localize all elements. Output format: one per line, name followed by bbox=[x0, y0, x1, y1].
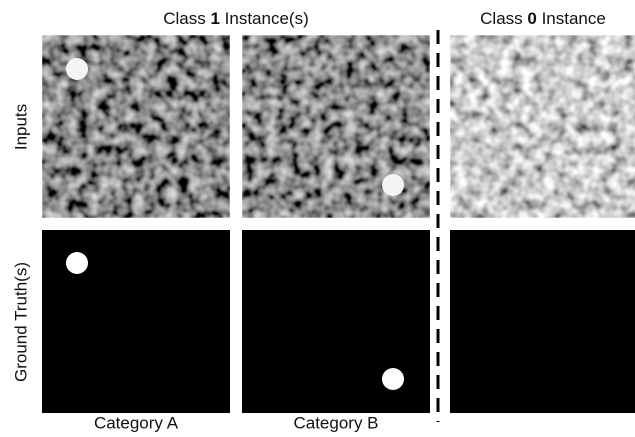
input-spot bbox=[382, 174, 404, 196]
header-text: Instance(s) bbox=[220, 9, 309, 28]
row-label: Ground Truth(s) bbox=[11, 262, 30, 382]
column-label: Category B bbox=[293, 413, 378, 432]
row-label: Inputs bbox=[11, 104, 30, 150]
header-right: Class 0 Instance bbox=[480, 9, 606, 28]
ground-truth-spot bbox=[382, 368, 404, 390]
header-text: Instance bbox=[537, 9, 606, 28]
ground-truth-image bbox=[450, 230, 635, 413]
input-spot bbox=[66, 58, 88, 80]
header-text: Class bbox=[163, 9, 210, 28]
header-left: Class 1 Instance(s) bbox=[163, 9, 309, 28]
figure: Class 1 Instance(s) Class 0 Instance Inp… bbox=[0, 0, 635, 437]
column-label: Category A bbox=[94, 413, 179, 432]
header-number: 0 bbox=[527, 9, 536, 28]
header-text: Class bbox=[480, 9, 527, 28]
header-number: 1 bbox=[210, 9, 219, 28]
input-image bbox=[450, 35, 635, 218]
ground-truth-spot bbox=[66, 252, 88, 274]
